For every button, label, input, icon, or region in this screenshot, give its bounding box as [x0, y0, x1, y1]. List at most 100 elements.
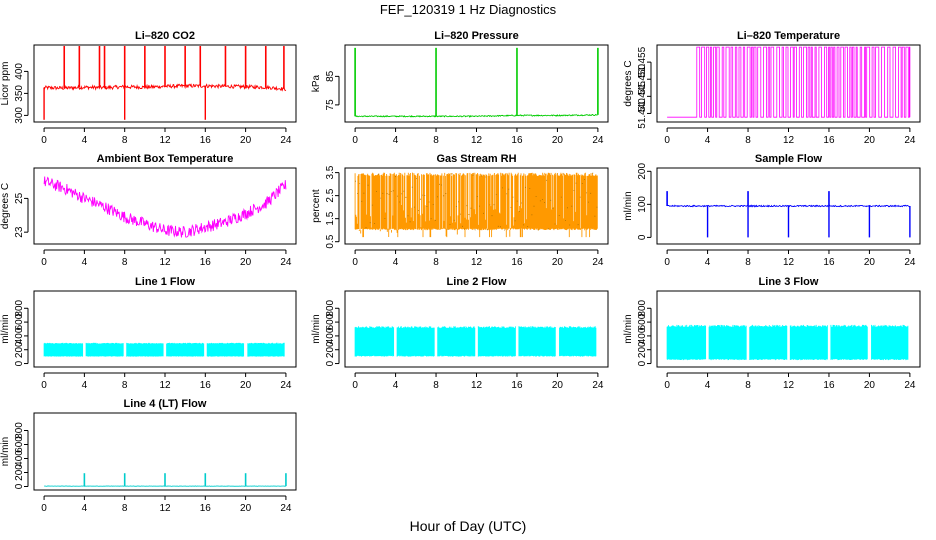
x-tick-label: 24 [904, 380, 916, 391]
panel-title: Line 3 Flow [759, 276, 819, 288]
series-path [666, 204, 910, 208]
y-tick-label: 200 [14, 341, 25, 358]
y-tick-label: 51.455 [637, 46, 648, 77]
series-texture [355, 172, 598, 231]
y-axis: 23 25 [14, 192, 29, 238]
x-tick-label: 16 [823, 135, 835, 146]
y-axis: 300 350 400 [14, 63, 29, 124]
x-tick-label: 20 [240, 135, 252, 146]
x-tick-label: 16 [511, 380, 523, 391]
x-tick-label: 24 [280, 257, 292, 268]
x-axis: 0 4 8 12 16 20 24 [41, 127, 292, 146]
y-tick-label: 200 [325, 341, 336, 358]
x-tick-label: 0 [41, 257, 47, 268]
x-tick-label: 20 [240, 380, 252, 391]
x-axis: 0 4 8 12 16 20 24 [664, 249, 916, 268]
panel-title: Line 2 Flow [447, 276, 507, 288]
x-tick-label: 12 [159, 503, 171, 514]
panel-title: Line 4 (LT) Flow [124, 398, 207, 410]
plot-frame [33, 412, 297, 491]
series-line [44, 473, 287, 487]
series-path [354, 172, 598, 238]
y-tick-label: 400 [14, 63, 25, 80]
y-tick-label: 400 [14, 450, 25, 467]
x-tick-label: 20 [240, 257, 252, 268]
x-tick-label: 12 [159, 257, 171, 268]
x-tick-label: 4 [705, 135, 711, 146]
series-line [354, 326, 597, 357]
plot-frame [33, 44, 297, 123]
x-tick-label: 4 [393, 380, 399, 391]
x-tick-label: 8 [745, 257, 751, 268]
y-tick-label: 300 [14, 107, 25, 124]
x-tick-label: 4 [82, 380, 88, 391]
y-tick-label: 25 [14, 192, 25, 204]
panel-4: Gas Stream RH 0 4 8 12 16 20 24 0.5 1.5 2.5 3.5perc… [311, 153, 609, 268]
x-tick-label: 20 [240, 503, 252, 514]
y-tick-label: 600 [14, 313, 25, 330]
panel-title: Li–820 Pressure [434, 30, 518, 42]
series-path [43, 342, 285, 357]
panel-title: Li–820 CO2 [135, 30, 195, 42]
x-tick-label: 24 [904, 135, 916, 146]
x-tick-label: 20 [552, 380, 564, 391]
x-tick-label: 24 [280, 380, 292, 391]
x-tick-label: 12 [159, 135, 171, 146]
y-tick-label: 400 [14, 327, 25, 344]
x-tick-label: 4 [393, 257, 399, 268]
x-tick-label: 20 [864, 380, 876, 391]
y-tick-label: 23 [14, 226, 25, 238]
x-tick-label: 16 [200, 380, 212, 391]
y-tick-label: 3.5 [325, 165, 336, 179]
series-path [354, 326, 597, 357]
y-axis-label: kPa [311, 74, 322, 92]
panel-7: Line 2 Flow 0 4 8 12 16 20 24 0 200400600800ml/mi… [311, 276, 609, 391]
x-tick-label: 24 [592, 380, 604, 391]
x-tick-label: 0 [664, 135, 670, 146]
y-tick-label: 800 [637, 299, 648, 316]
y-axis-label: Licor ppm [0, 62, 11, 106]
y-axis-label: ml/min [0, 314, 11, 343]
y-axis-label: ml/min [623, 314, 634, 343]
y-axis: 0 100 200 [637, 163, 652, 240]
series-line [667, 46, 911, 118]
x-tick-label: 12 [159, 380, 171, 391]
plot-frame [344, 290, 609, 368]
y-tick-label: 600 [14, 436, 25, 453]
y-tick-label: 0.5 [325, 234, 336, 248]
x-axis: 0 4 8 12 16 20 24 [664, 372, 916, 391]
x-tick-label: 12 [783, 135, 795, 146]
panel-3: Ambient Box Temperature 0 4 8 12 16 20 24 23 25de… [0, 153, 297, 268]
x-tick-label: 8 [745, 380, 751, 391]
y-tick-label: 0 [325, 360, 336, 366]
panel-title: Sample Flow [755, 153, 823, 165]
panel-title: Line 1 Flow [135, 276, 195, 288]
y-tick-label: 800 [325, 299, 336, 316]
series-line [354, 172, 598, 238]
x-tick-label: 8 [122, 503, 128, 514]
y-tick-label: 0 [637, 234, 648, 240]
y-tick-label: 200 [637, 341, 648, 358]
y-axis-label: degrees C [623, 60, 634, 106]
y-tick-label: 600 [637, 313, 648, 330]
panel-9: Line 4 (LT) Flow 0 4 8 12 16 20 24 0 200400600800… [0, 398, 297, 514]
y-tick-label: 350 [14, 85, 25, 102]
y-tick-label: 200 [14, 464, 25, 481]
series-line [354, 47, 599, 118]
plot-frame [33, 167, 297, 245]
x-tick-label: 16 [511, 257, 523, 268]
y-tick-label: 51.440 [637, 98, 648, 129]
y-tick-label: 51.450 [637, 63, 648, 94]
y-tick-label: 600 [325, 313, 336, 330]
y-axis: 75 85 [325, 70, 340, 110]
plot-frame [656, 290, 921, 368]
series-line [666, 324, 909, 361]
plot-frame [33, 290, 297, 368]
x-tick-label: 20 [552, 257, 564, 268]
